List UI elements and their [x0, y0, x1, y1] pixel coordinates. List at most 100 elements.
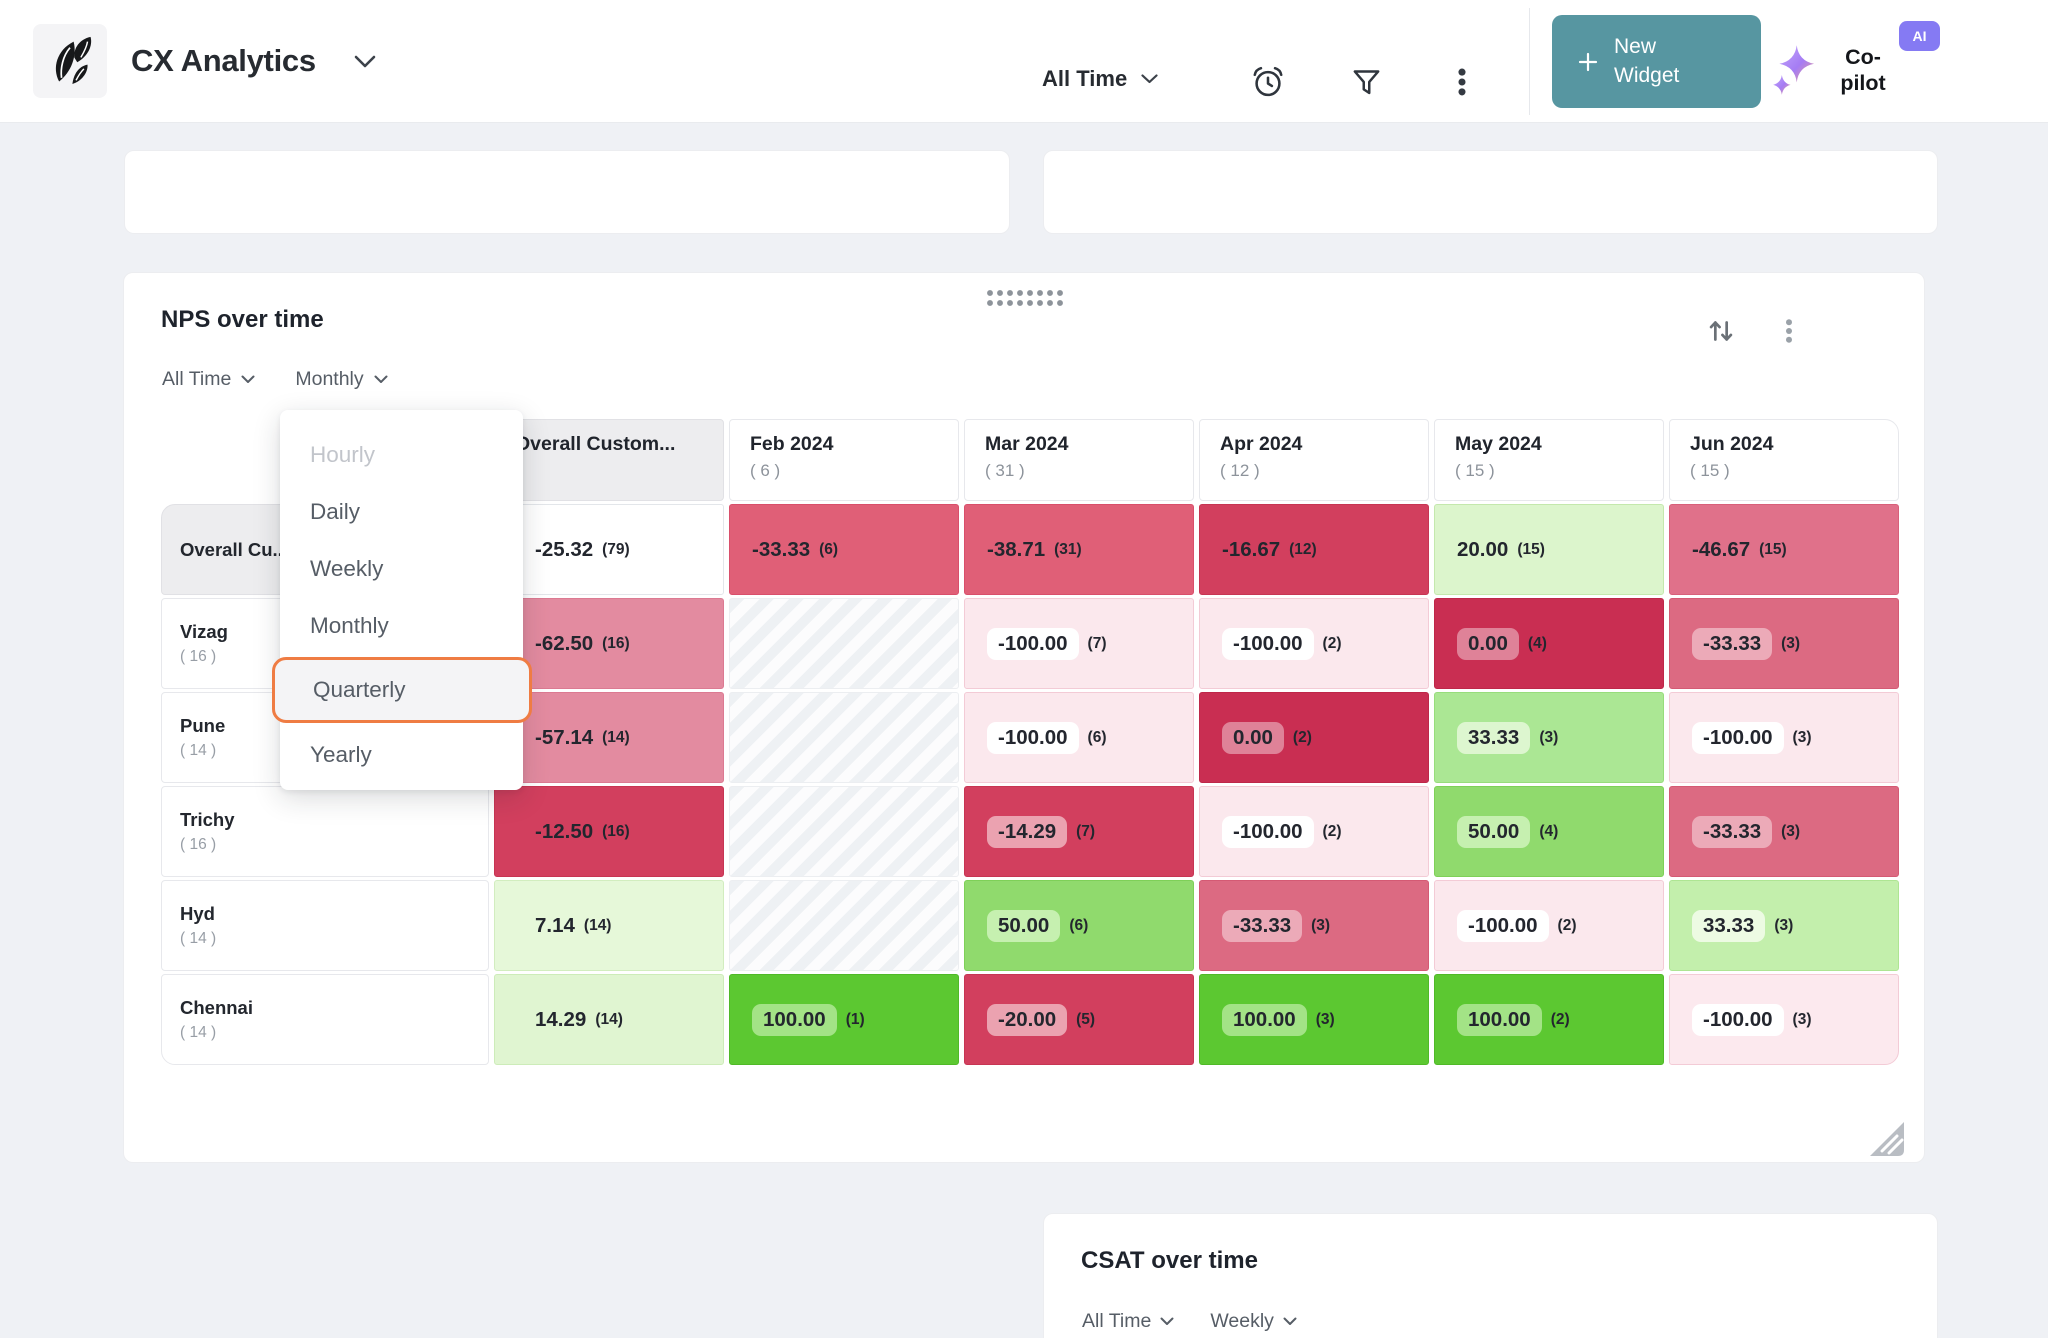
nps-cell-1-3[interactable]: -100.00 (2): [1199, 598, 1429, 689]
nps-cell-5-5[interactable]: -100.00 (3): [1669, 974, 1899, 1065]
nps-cell-3-3[interactable]: -100.00 (2): [1199, 786, 1429, 877]
nps-cell-2-4[interactable]: 33.33 (3): [1434, 692, 1664, 783]
nps-cell-4-4[interactable]: -100.00 (2): [1434, 880, 1664, 971]
column-header-label: May 2024: [1455, 433, 1542, 455]
nps-cell-1-0[interactable]: -62.50 (16): [494, 598, 724, 689]
csat-granularity-filter[interactable]: Weekly: [1210, 1310, 1297, 1333]
nps-cell-2-3[interactable]: 0.00 (2): [1199, 692, 1429, 783]
alarm-clock-icon: [1253, 66, 1283, 97]
drag-handle[interactable]: [985, 288, 1063, 306]
nps-time-filter[interactable]: All Time: [162, 368, 255, 391]
cell-value: 33.33: [1457, 721, 1531, 754]
column-header-count: ( 12 ): [1220, 461, 1260, 480]
cell-count: (12): [1289, 540, 1317, 558]
nps-widget-title: NPS over time: [161, 306, 324, 333]
column-header-label: Apr 2024: [1220, 433, 1303, 455]
column-header-mar-2024: Mar 2024 ( 31 ): [964, 419, 1194, 501]
kebab-menu-icon: [1458, 68, 1466, 96]
nps-cell-5-2[interactable]: -20.00 (5): [964, 974, 1194, 1065]
column-header-count: ( 31 ): [985, 461, 1025, 480]
cell-value: -33.33: [752, 537, 811, 561]
column-header-label: Jun 2024: [1690, 433, 1774, 455]
column-header-label: Feb 2024: [750, 433, 834, 455]
cell-value: -33.33: [1222, 909, 1303, 942]
column-header-count: ( 6 ): [750, 461, 781, 480]
row-header-label: Chennai: [180, 997, 253, 1018]
new-widget-button[interactable]: New Widget: [1552, 15, 1761, 108]
column-header-feb-2024: Feb 2024 ( 6 ): [729, 419, 959, 501]
global-time-filter[interactable]: All Time: [1042, 66, 1158, 92]
column-header-count: ( 15 ): [1455, 461, 1495, 480]
menu-item-quarterly[interactable]: Quarterly: [272, 657, 532, 723]
nps-cell-0-0[interactable]: -25.32 (79): [494, 504, 724, 595]
chevron-down-icon: [1160, 1317, 1174, 1325]
cell-value: 0.00: [1457, 627, 1519, 660]
nps-cell-5-3[interactable]: 100.00 (3): [1199, 974, 1429, 1065]
nps-cell-1-4[interactable]: 0.00 (4): [1434, 598, 1664, 689]
csat-time-filter[interactable]: All Time: [1082, 1310, 1174, 1333]
cell-count: (7): [1087, 634, 1107, 652]
nps-cell-1-5[interactable]: -33.33 (3): [1669, 598, 1899, 689]
menu-item-monthly[interactable]: Monthly: [310, 612, 389, 638]
nps-cell-5-4[interactable]: 100.00 (2): [1434, 974, 1664, 1065]
nps-granularity-label: Monthly: [295, 368, 364, 390]
nps-cell-4-2[interactable]: 50.00 (6): [964, 880, 1194, 971]
widget-card-partial-right: [1043, 150, 1938, 234]
filter-button[interactable]: [1344, 60, 1388, 104]
nps-cell-3-5[interactable]: -33.33 (3): [1669, 786, 1899, 877]
widget-kebab-menu-icon[interactable]: [1774, 316, 1804, 346]
nps-cell-0-5[interactable]: -46.67 (15): [1669, 504, 1899, 595]
more-options-button[interactable]: [1440, 60, 1484, 104]
nps-cell-5-0[interactable]: 14.29 (14): [494, 974, 724, 1065]
alerts-button[interactable]: [1246, 60, 1290, 104]
chevron-down-icon[interactable]: [354, 55, 376, 68]
cell-count: (3): [1774, 916, 1794, 934]
cell-value: 100.00: [1457, 1003, 1542, 1036]
granularity-menu: Hourly Daily Weekly Monthly Quarterly Yearly: [272, 410, 532, 790]
app-title: CX Analytics: [131, 43, 316, 78]
nps-cell-0-3[interactable]: -16.67 (12): [1199, 504, 1429, 595]
cell-count: (5): [1076, 1010, 1096, 1028]
nps-cell-2-5[interactable]: -100.00 (3): [1669, 692, 1899, 783]
row-header-label: Hyd: [180, 903, 215, 924]
cell-value: 50.00: [1457, 815, 1531, 848]
nps-cell-0-4[interactable]: 20.00 (15): [1434, 504, 1664, 595]
cell-count: (4): [1527, 634, 1547, 652]
cell-count: (2): [1322, 822, 1342, 840]
row-header-chennai: Chennai ( 14 ): [161, 974, 489, 1065]
cell-value: 50.00: [987, 909, 1061, 942]
nps-cell-4-0[interactable]: 7.14 (14): [494, 880, 724, 971]
nps-time-filter-label: All Time: [162, 368, 232, 390]
csat-granularity-label: Weekly: [1210, 1310, 1274, 1332]
nps-cell-2-0[interactable]: -57.14 (14): [494, 692, 724, 783]
nps-cell-3-0[interactable]: -12.50 (16): [494, 786, 724, 877]
menu-item-weekly[interactable]: Weekly: [310, 555, 384, 581]
cell-count: (2): [1292, 728, 1312, 746]
nps-cell-0-2[interactable]: -38.71 (31): [964, 504, 1194, 595]
chevron-down-icon: [374, 375, 388, 383]
nps-cell-0-1[interactable]: -33.33 (6): [729, 504, 959, 595]
nps-cell-3-2[interactable]: -14.29 (7): [964, 786, 1194, 877]
nps-cell-5-1[interactable]: 100.00 (1): [729, 974, 959, 1065]
nps-cell-3-4[interactable]: 50.00 (4): [1434, 786, 1664, 877]
cell-count: (15): [1517, 540, 1545, 558]
cell-count: (2): [1550, 1010, 1570, 1028]
menu-item-daily[interactable]: Daily: [310, 498, 361, 524]
menu-item-yearly[interactable]: Yearly: [310, 741, 372, 767]
ai-badge: AI: [1899, 21, 1940, 51]
nps-cell-2-2[interactable]: -100.00 (6): [964, 692, 1194, 783]
cell-count: (31): [1054, 540, 1082, 558]
nps-cell-4-3[interactable]: -33.33 (3): [1199, 880, 1429, 971]
nps-cell-1-2[interactable]: -100.00 (7): [964, 598, 1194, 689]
copilot-button[interactable]: Co-pilot: [1768, 44, 1898, 96]
nps-granularity-filter[interactable]: Monthly: [295, 368, 388, 391]
sort-button[interactable]: [1704, 314, 1738, 348]
brand[interactable]: CX Analytics: [33, 24, 376, 98]
resize-handle[interactable]: [1864, 1116, 1906, 1158]
cell-value: 14.29: [535, 1007, 587, 1031]
cell-value: 33.33: [1692, 909, 1766, 942]
divider: [1529, 8, 1530, 115]
cell-value: 7.14: [535, 913, 575, 937]
nps-cell-4-5[interactable]: 33.33 (3): [1669, 880, 1899, 971]
